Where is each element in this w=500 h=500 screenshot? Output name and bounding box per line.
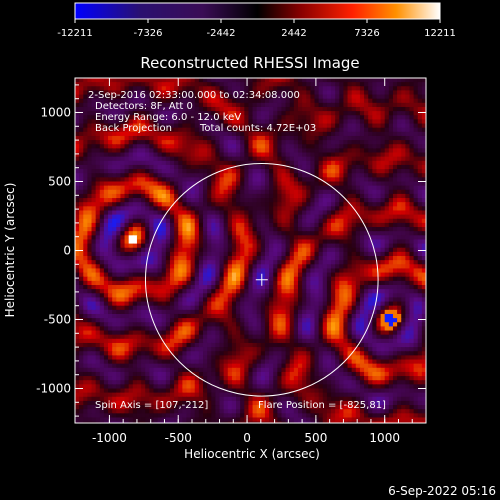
- heatmap-image: [75, 78, 426, 423]
- solar-limb-circle: [144, 162, 379, 397]
- colorbar-tick-label: -2442: [206, 28, 235, 39]
- x-axis-label: Heliocentric X (arcsec): [184, 447, 320, 461]
- colorbar-ticks: -12211 -7326 -2442 2442 7326 12211: [57, 19, 456, 39]
- spin-axis-label: Spin Axis = [107,-212]: [95, 400, 208, 411]
- y-axis-ticks: -1000 -500 0 500 1000: [36, 84, 426, 417]
- colorbar-tick-label: -7326: [133, 28, 162, 39]
- time-range-label: 2-Sep-2016 02:33:00.000 to 02:34:08.000: [88, 90, 300, 101]
- colorbar-tick-label: 12211: [424, 28, 456, 39]
- counts-label: Total counts: 4.72E+03: [199, 123, 316, 134]
- colorbar: -12211 -7326 -2442 2442 7326 12211: [57, 2, 456, 39]
- footer-timestamp: 6-Sep-2022 05:16: [388, 484, 496, 498]
- plot-area: -1000 -500 0 500 1000 -1000 -500 0 500 1000: [36, 77, 427, 445]
- colorbar-tick-label: 2442: [281, 28, 306, 39]
- energy-label: Energy Range: 6.0 - 12.0 keV: [95, 112, 241, 123]
- x-tick-label: 500: [304, 431, 327, 445]
- method-label: Back Projection: [95, 123, 172, 134]
- y-tick-label: 500: [48, 175, 71, 189]
- y-tick-label: 0: [63, 244, 71, 258]
- y-tick-label: 1000: [40, 106, 71, 120]
- flare-position-label: Flare Position = [-825,81]: [258, 400, 386, 411]
- detectors-label: Detectors: 8F, Att 0: [95, 101, 193, 112]
- chart-title: Reconstructed RHESSI Image: [140, 54, 359, 72]
- x-tick-label: 0: [243, 431, 251, 445]
- colorbar-gradient: [74, 2, 441, 20]
- y-axis-label: Heliocentric Y (arcsec): [3, 183, 17, 318]
- x-tick-label: -1000: [92, 431, 127, 445]
- spin-axis-cross: [255, 273, 268, 286]
- y-tick-label: -500: [44, 313, 71, 327]
- y-tick-label: -1000: [36, 382, 71, 396]
- x-axis-ticks: -1000 -500 0 500 1000: [92, 78, 413, 445]
- x-tick-label: -500: [165, 431, 192, 445]
- colorbar-tick-label: 7326: [354, 28, 379, 39]
- x-tick-label: 1000: [369, 431, 400, 445]
- colorbar-tick-label: -12211: [57, 28, 92, 39]
